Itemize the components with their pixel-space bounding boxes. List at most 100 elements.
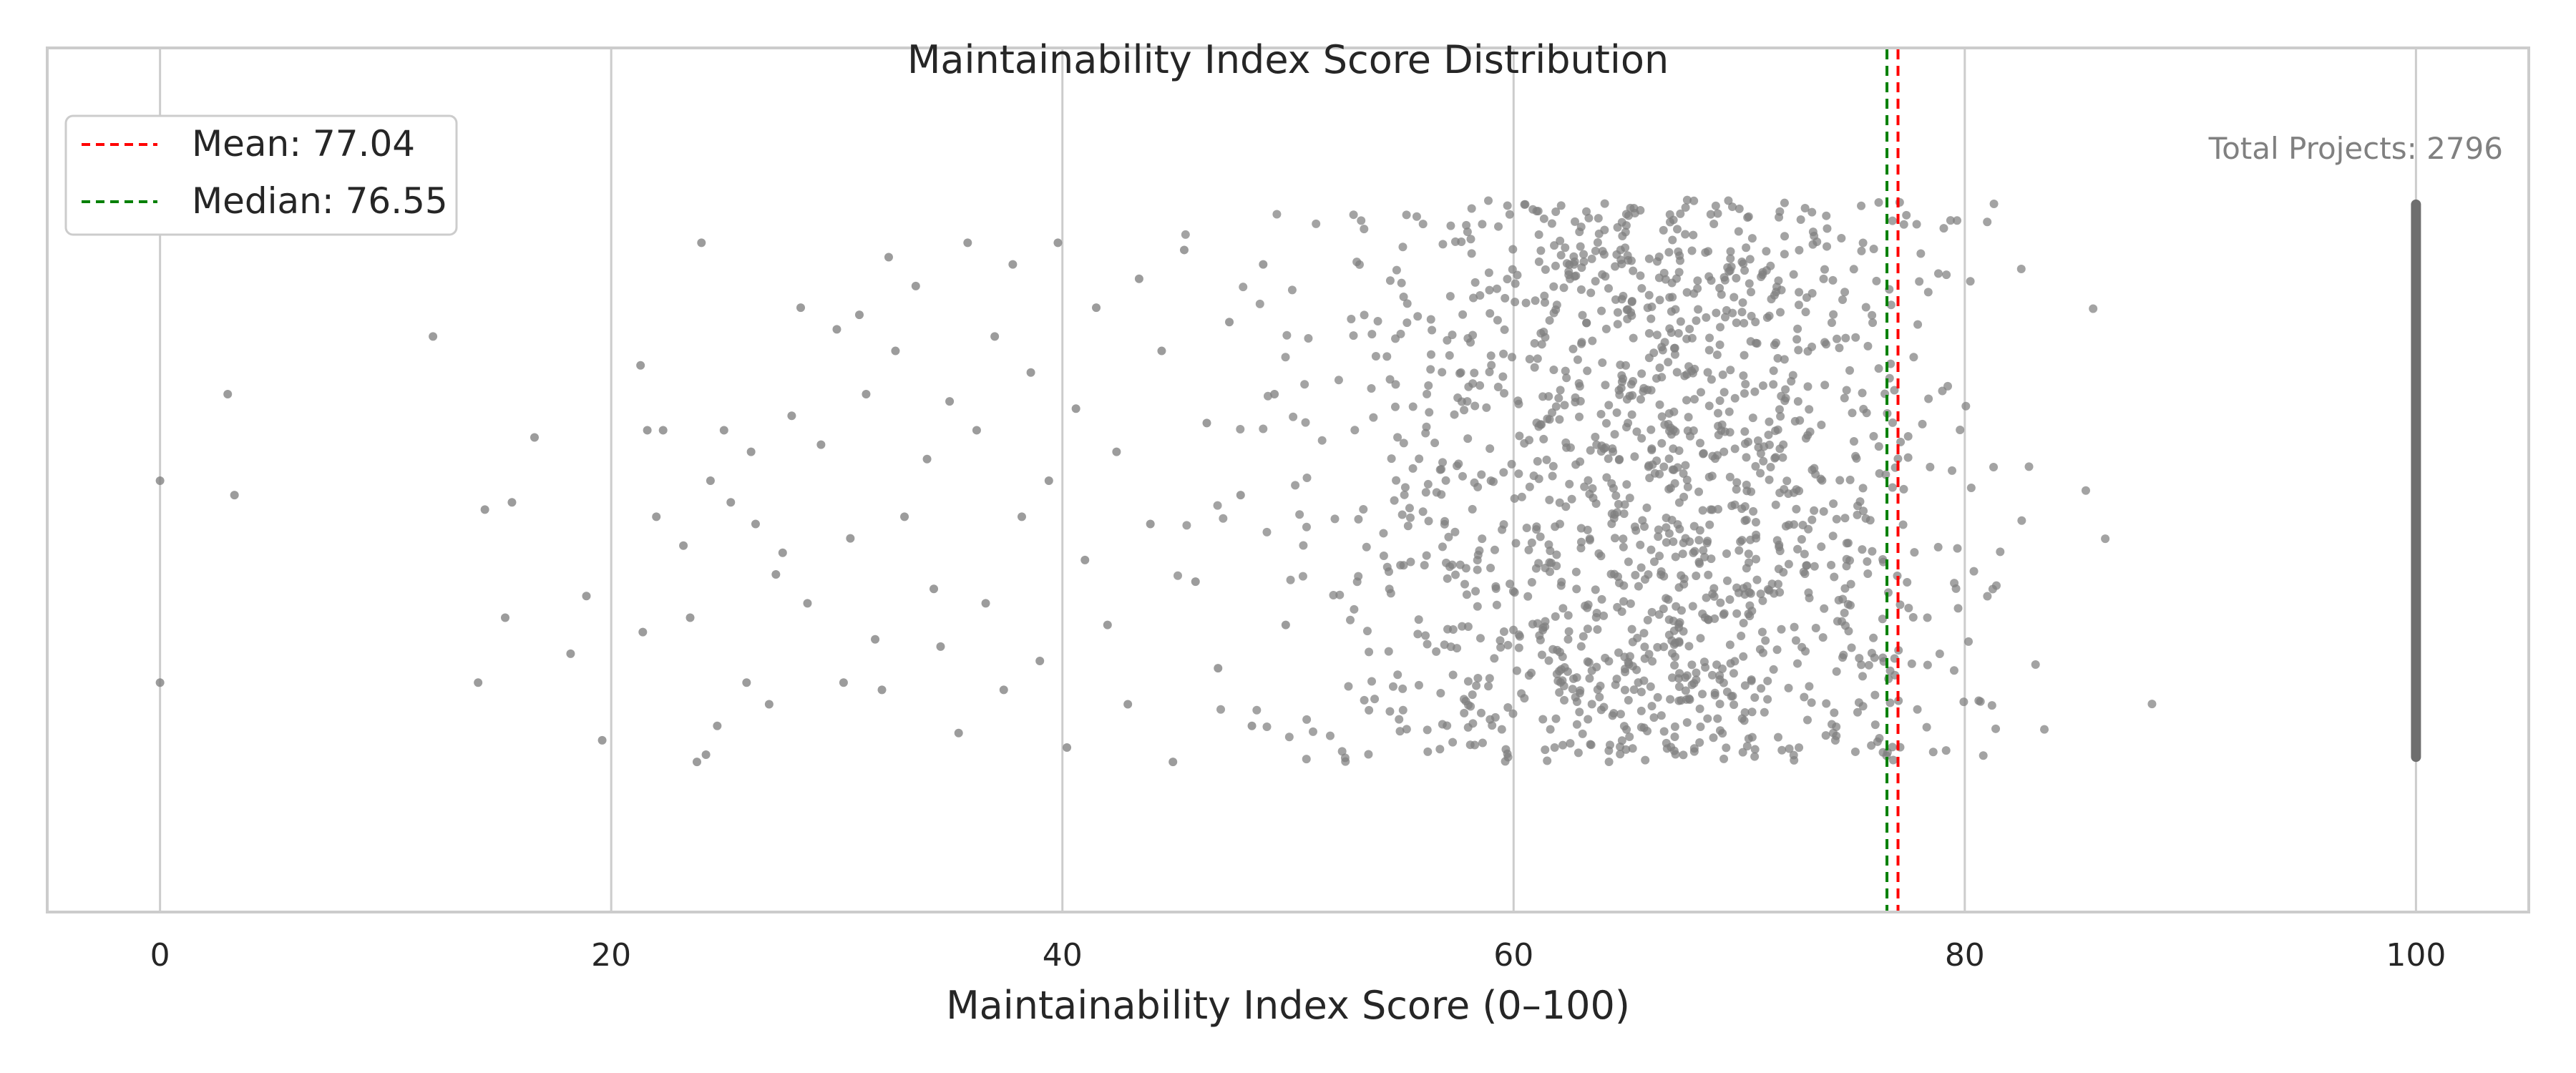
scatter-point — [1712, 308, 1721, 318]
scatter-point — [911, 281, 920, 290]
scatter-point — [1740, 716, 1749, 725]
scatter-point — [1438, 368, 1447, 377]
scatter-point — [1508, 587, 1518, 596]
scatter-point — [1482, 403, 1491, 412]
scatter-point — [1441, 476, 1450, 485]
scatter-point — [787, 411, 796, 421]
scatter-point — [1869, 431, 1878, 441]
scatter-point — [1803, 347, 1813, 356]
scatter-point — [1683, 482, 1692, 491]
scatter-point — [1395, 727, 1405, 736]
scatter-point — [1792, 335, 1802, 344]
scatter-point — [1465, 740, 1475, 750]
scatter-point — [1604, 657, 1614, 666]
scatter-point — [1682, 288, 1692, 297]
scatter-point — [1181, 230, 1190, 239]
scatter-point — [1732, 318, 1741, 328]
legend: Mean: 77.04 Median: 76.55 — [64, 114, 458, 236]
scatter-point — [1675, 251, 1684, 260]
scatter-point — [1671, 750, 1680, 759]
scatter-point — [1756, 589, 1765, 599]
scatter-point — [636, 361, 645, 370]
scatter-point — [1669, 537, 1678, 547]
scatter-point — [1888, 216, 1897, 225]
scatter-point — [1708, 451, 1717, 461]
scatter-point — [1601, 272, 1610, 281]
scatter-point — [1807, 207, 1817, 217]
scatter-point — [1548, 408, 1557, 417]
scatter-point — [1820, 381, 1830, 390]
scatter-point — [1263, 391, 1272, 401]
scatter-point — [1744, 734, 1753, 743]
scatter-point — [1438, 240, 1448, 249]
scatter-point — [1617, 736, 1626, 745]
legend-box — [64, 114, 458, 236]
scatter-point — [1654, 273, 1664, 283]
scatter-point — [1705, 333, 1714, 343]
scatter-point — [1819, 507, 1828, 516]
scatter-point — [1724, 267, 1734, 276]
scatter-point — [1874, 364, 1883, 373]
scatter-point — [1577, 338, 1586, 347]
scatter-point — [1912, 220, 1921, 229]
scatter-point — [1325, 731, 1335, 740]
scatter-point — [1689, 230, 1698, 240]
scatter-point — [1614, 648, 1623, 657]
scatter-point — [1795, 486, 1804, 496]
scatter-point — [1298, 572, 1307, 581]
scatter-point — [1463, 722, 1473, 732]
scatter-point — [1767, 295, 1776, 304]
scatter-point — [1596, 409, 1606, 418]
scatter-point — [1757, 627, 1767, 637]
scatter-point — [1402, 725, 1411, 734]
scatter-point — [1760, 707, 1769, 717]
scatter-point — [1600, 225, 1609, 235]
scatter-point — [1485, 309, 1495, 318]
scatter-point — [1530, 338, 1539, 348]
scatter-point — [1740, 318, 1749, 328]
scatter-point — [1752, 554, 1761, 564]
scatter-point — [1438, 542, 1447, 552]
scatter-point — [1622, 480, 1631, 489]
scatter-point — [871, 635, 880, 644]
scatter-point — [1539, 328, 1548, 337]
scatter-point — [1599, 250, 1609, 259]
scatter-point — [1545, 315, 1554, 325]
scatter-point — [1674, 268, 1684, 277]
scatter-point — [1655, 295, 1664, 305]
scatter-point — [1853, 707, 1862, 717]
scatter-point — [1659, 462, 1669, 471]
scatter-point — [1584, 658, 1594, 667]
scatter-point — [1402, 299, 1412, 308]
scatter-point — [1730, 393, 1740, 403]
scatter-point — [1585, 674, 1594, 683]
scatter-point — [1676, 317, 1685, 326]
scatter-point — [1667, 515, 1677, 524]
scatter-point — [1367, 330, 1377, 339]
scatter-point — [1878, 557, 1888, 567]
scatter-point — [1463, 677, 1473, 686]
scatter-point — [1780, 355, 1789, 364]
scatter-point — [1350, 604, 1359, 614]
scatter-point — [1379, 529, 1388, 538]
scatter-point — [1795, 743, 1804, 753]
scatter-point — [1939, 224, 1948, 233]
scatter-point — [1649, 557, 1659, 567]
scatter-point — [1709, 219, 1719, 228]
scatter-point — [1395, 715, 1404, 724]
x-tick-label: 40 — [1043, 937, 1083, 974]
scatter-point — [1630, 522, 1639, 531]
scatter-point — [1593, 624, 1602, 634]
scatter-point — [1765, 440, 1774, 449]
scatter-point — [1840, 514, 1850, 523]
scatter-point — [2040, 725, 2049, 734]
scatter-point — [1693, 284, 1702, 293]
scatter-point — [1732, 485, 1741, 494]
scatter-point — [1527, 538, 1536, 547]
scatter-point — [1655, 469, 1664, 479]
scatter-point — [1820, 338, 1830, 347]
scatter-point — [1304, 334, 1313, 343]
scatter-point — [1903, 431, 1913, 441]
scatter-point — [1565, 479, 1574, 489]
scatter-point — [1665, 324, 1674, 333]
